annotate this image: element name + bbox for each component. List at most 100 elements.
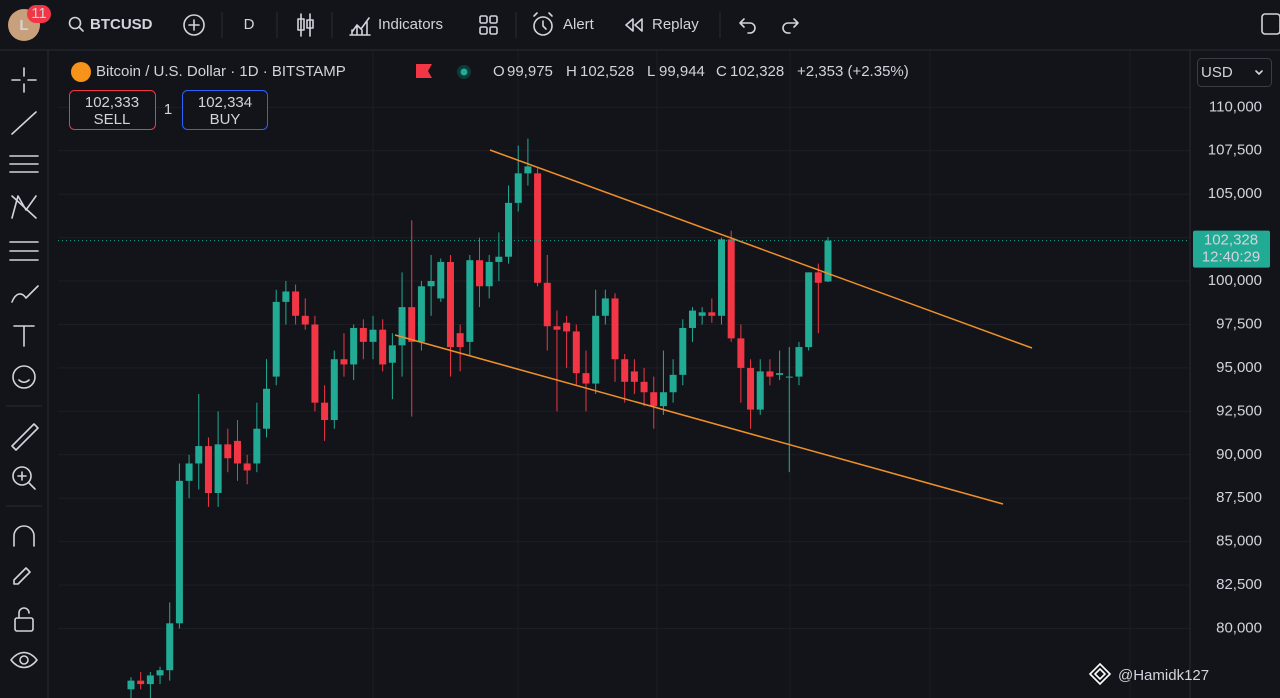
candle-body bbox=[534, 173, 542, 283]
candle-body bbox=[727, 239, 735, 339]
candle-body bbox=[776, 373, 784, 375]
alert-icon[interactable] bbox=[533, 16, 553, 36]
candle-body bbox=[592, 315, 600, 384]
legend-l-label: L bbox=[647, 63, 655, 80]
indicators[interactable]: Indicators bbox=[378, 16, 443, 33]
buy-button[interactable] bbox=[182, 90, 268, 130]
y-tick-label: 90,000 bbox=[1216, 446, 1262, 463]
layout-icon bbox=[479, 26, 488, 35]
layout-icon bbox=[489, 15, 498, 24]
candle-body bbox=[127, 680, 135, 690]
projection-tool[interactable] bbox=[9, 241, 39, 261]
candle-body bbox=[688, 310, 696, 328]
badge bbox=[27, 5, 51, 23]
zoom-tool[interactable] bbox=[12, 466, 32, 486]
candle-body bbox=[766, 371, 774, 377]
trend-line-lower[interactable] bbox=[394, 334, 1004, 505]
brush-tool[interactable] bbox=[11, 285, 39, 303]
candle-body bbox=[388, 345, 396, 363]
candle-body bbox=[814, 272, 822, 283]
currency-select[interactable] bbox=[1197, 58, 1272, 87]
candle-body bbox=[679, 327, 687, 375]
candle-body bbox=[146, 675, 154, 685]
cursor-tool[interactable] bbox=[11, 67, 37, 93]
text-tool[interactable] bbox=[13, 325, 35, 347]
candle-body bbox=[272, 301, 280, 377]
quantity[interactable]: 1 bbox=[164, 101, 172, 118]
candle-body bbox=[514, 173, 522, 203]
grid bbox=[58, 50, 1190, 698]
candle-body bbox=[137, 680, 145, 685]
candle-body bbox=[398, 307, 406, 346]
alert[interactable]: Alert bbox=[563, 16, 595, 33]
visibility-tool[interactable] bbox=[10, 651, 38, 669]
top-toolbar bbox=[0, 0, 1280, 50]
layout-icon[interactable] bbox=[479, 15, 488, 24]
candle-body bbox=[756, 371, 764, 410]
market-status bbox=[460, 68, 468, 76]
candle-body bbox=[437, 261, 445, 299]
candle-body bbox=[640, 381, 648, 393]
candle-body bbox=[185, 463, 193, 481]
candle-body bbox=[166, 623, 174, 671]
emoji-tool bbox=[18, 379, 30, 384]
lock-draw-tool[interactable] bbox=[13, 567, 31, 585]
add-symbol[interactable] bbox=[183, 14, 205, 36]
trend-line-upper[interactable] bbox=[489, 149, 1033, 349]
y-tick-label: 95,000 bbox=[1216, 359, 1262, 376]
chart-type[interactable] bbox=[297, 13, 314, 37]
ruler-tool[interactable] bbox=[11, 423, 39, 451]
candle-body bbox=[601, 298, 609, 316]
magnet-tool[interactable] bbox=[13, 525, 35, 547]
candle-body bbox=[321, 402, 329, 421]
candle-body bbox=[669, 374, 677, 393]
interval[interactable]: D bbox=[244, 16, 255, 33]
y-tick-label: 110,000 bbox=[1209, 98, 1262, 115]
y-tick-label: 105,000 bbox=[1208, 185, 1262, 202]
last-price-label: 102,328 bbox=[1204, 232, 1258, 249]
countdown: 12:40:29 bbox=[1202, 249, 1260, 266]
line-tool[interactable] bbox=[11, 111, 37, 135]
flag[interactable] bbox=[416, 64, 432, 78]
pattern-tool[interactable] bbox=[11, 195, 37, 219]
candle-body bbox=[553, 326, 561, 330]
replay[interactable]: Replay bbox=[652, 16, 699, 33]
candle-body bbox=[417, 286, 425, 342]
symbol[interactable]: BTCUSD bbox=[90, 16, 153, 33]
candle-body bbox=[214, 444, 222, 494]
candle-body bbox=[156, 670, 164, 676]
indicators-icon[interactable] bbox=[349, 17, 371, 36]
undo[interactable] bbox=[739, 18, 756, 34]
candle-body bbox=[427, 281, 435, 287]
legend-o: 99,975 bbox=[507, 63, 553, 80]
last-price-box bbox=[1193, 230, 1270, 268]
candle-body bbox=[204, 446, 212, 494]
redo[interactable] bbox=[782, 18, 799, 34]
lock-tool[interactable] bbox=[14, 617, 34, 632]
candle-body bbox=[340, 359, 348, 365]
replay-icon[interactable] bbox=[625, 18, 643, 32]
symbol-logo bbox=[71, 62, 91, 82]
candle-body bbox=[263, 388, 271, 429]
candle-body bbox=[330, 359, 338, 421]
search-icon[interactable] bbox=[68, 16, 82, 30]
emoji-tool[interactable] bbox=[12, 365, 36, 389]
candle-body bbox=[253, 428, 261, 464]
candle-body bbox=[650, 392, 658, 407]
candle-body bbox=[350, 327, 358, 365]
candle-body bbox=[466, 260, 474, 342]
sell-button[interactable] bbox=[69, 90, 156, 130]
candle-body bbox=[795, 347, 803, 377]
fib-tool[interactable] bbox=[9, 155, 39, 173]
sell-label: SELL bbox=[94, 111, 131, 128]
y-tick-label: 107,500 bbox=[1208, 142, 1262, 159]
panel-toggle[interactable] bbox=[1261, 13, 1280, 35]
candle-body bbox=[175, 480, 183, 624]
y-tick-label: 80,000 bbox=[1216, 619, 1262, 636]
candle-body bbox=[485, 261, 493, 287]
candle-body bbox=[621, 359, 629, 382]
alert-icon bbox=[533, 12, 553, 30]
sell-price: 102,333 bbox=[85, 94, 139, 111]
